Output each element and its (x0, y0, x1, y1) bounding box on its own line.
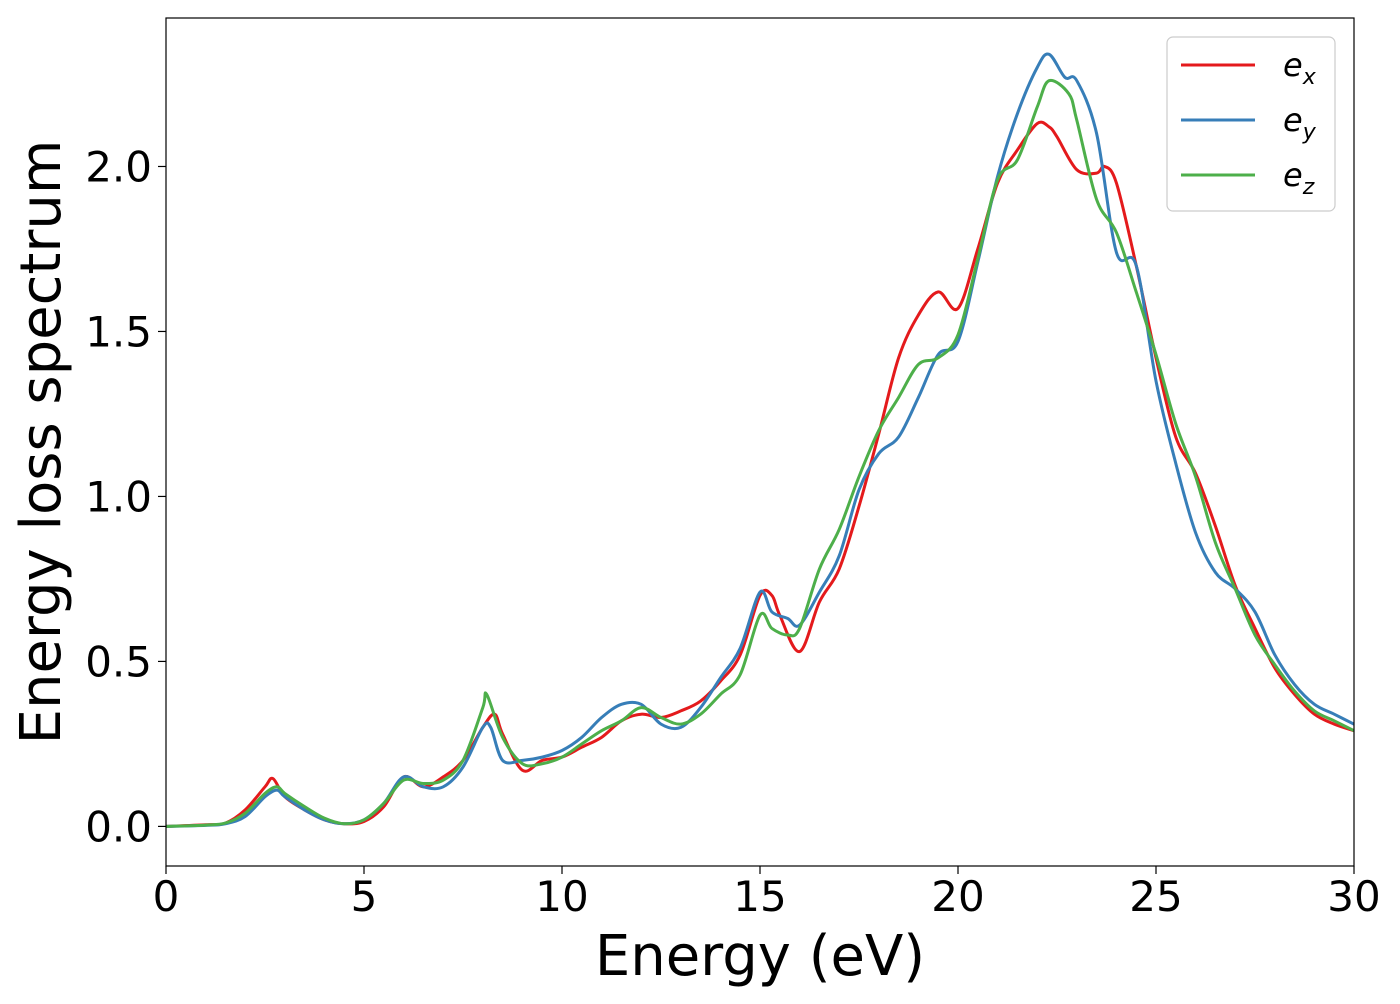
y-tick-label: 1.5 (85, 307, 152, 356)
y-tick-label: 2.0 (85, 142, 152, 191)
x-tick-label: 0 (153, 872, 180, 921)
legend-label-x: ex (1283, 46, 1317, 90)
y-tick-label: 1.0 (85, 472, 152, 521)
series-line-x (166, 120, 1354, 828)
y-tick-label: 0.0 (85, 802, 152, 851)
x-tick-label: 15 (733, 872, 786, 921)
x-tick-label: 30 (1327, 872, 1380, 921)
series-layer (166, 52, 1354, 828)
legend-box (1166, 36, 1336, 212)
x-tick-label: 20 (931, 872, 984, 921)
y-axis-title: Energy loss spectrum (9, 140, 74, 745)
y-tick-label: 0.5 (85, 637, 152, 686)
x-tick-label: 5 (351, 872, 378, 921)
series-line-z (166, 78, 1354, 828)
legend-label-y: ey (1283, 101, 1317, 145)
x-tick-label: 10 (535, 872, 588, 921)
x-axis-title: Energy (eV) (595, 924, 925, 989)
axes-layer: 0 5 10 15 20 25 30 0.0 0.5 1.0 1.5 2.0 (85, 142, 1381, 921)
x-tick-label: 25 (1129, 872, 1182, 921)
